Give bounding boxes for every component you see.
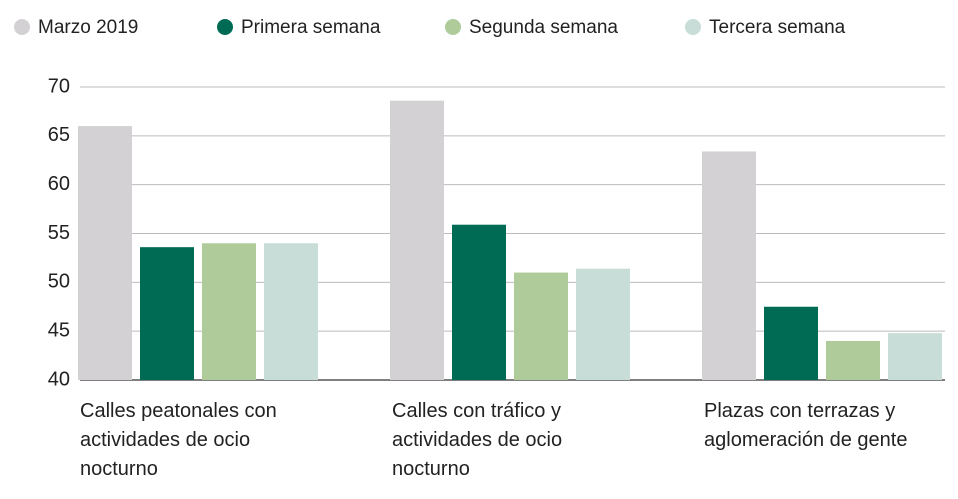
y-tick-label: 65 <box>48 124 70 146</box>
bar <box>264 243 318 380</box>
bar <box>576 268 630 380</box>
x-tick-label: Calles peatonales con actividades de oci… <box>80 400 277 480</box>
bar <box>140 247 194 380</box>
bar <box>78 126 132 380</box>
legend-swatch <box>685 19 701 35</box>
y-tick-label: 55 <box>48 222 70 244</box>
y-tick-label: 60 <box>48 173 70 195</box>
legend-swatch <box>445 19 461 35</box>
x-tick-label: Calles con tráfico y actividades de ocio… <box>392 400 563 480</box>
y-tick-label: 45 <box>48 319 70 341</box>
bar <box>390 100 444 380</box>
bar <box>202 243 256 380</box>
y-tick-label: 50 <box>48 271 70 293</box>
bar <box>452 224 506 380</box>
y-tick-label: 70 <box>48 75 70 97</box>
legend-swatch <box>14 19 30 35</box>
bar <box>514 272 568 380</box>
legend-swatch <box>217 19 233 35</box>
bar <box>826 340 880 380</box>
x-tick-label: Plazas con terrazas y aglomeración de ge… <box>704 400 908 451</box>
legend-label: Segunda semana <box>469 17 618 38</box>
y-tick-label: 40 <box>48 368 70 390</box>
bar <box>764 306 818 380</box>
legend-label: Marzo 2019 <box>38 17 138 38</box>
legend-label: Primera semana <box>241 17 381 38</box>
bar <box>888 333 942 380</box>
legend-label: Tercera semana <box>709 17 846 38</box>
bar <box>702 151 756 380</box>
